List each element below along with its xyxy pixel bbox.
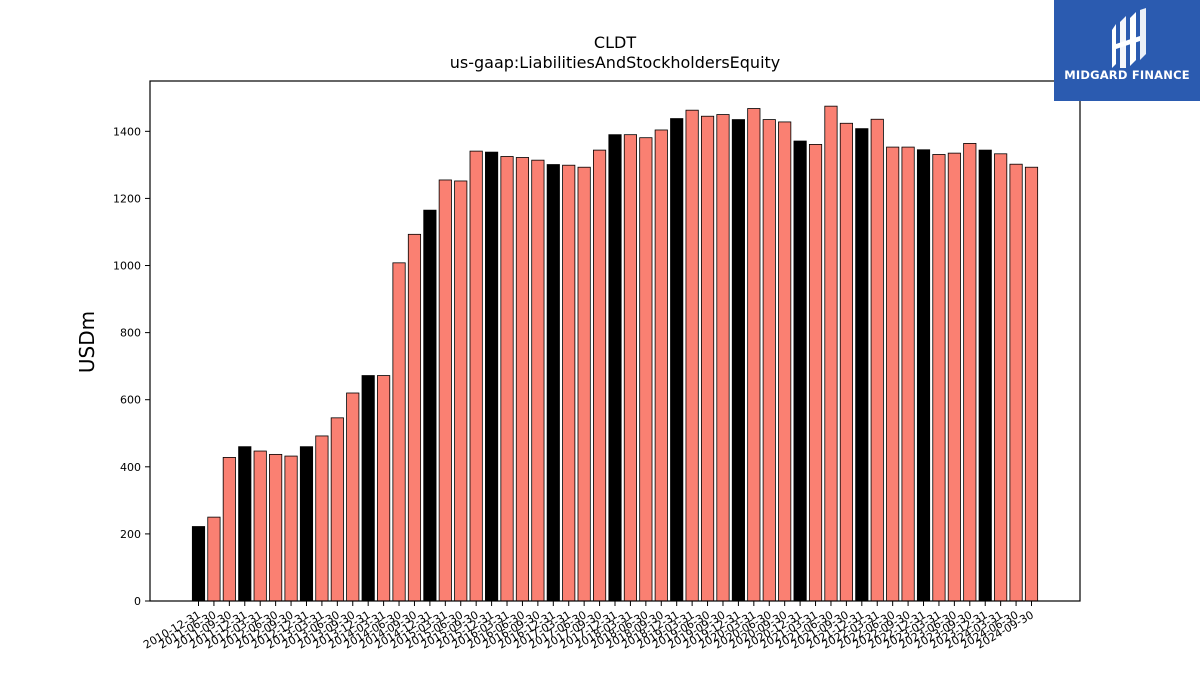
bar-2014-09-30 xyxy=(407,233,422,602)
bar-2023-06-30 xyxy=(947,152,961,602)
bar-2012-09-30 xyxy=(284,455,298,602)
bar-2018-12-31 xyxy=(670,118,684,602)
bar-2017-12-31 xyxy=(608,134,622,602)
bar-2023-12-31 xyxy=(978,149,992,602)
bar-2023-03-31 xyxy=(932,154,946,602)
bar-2019-03-31 xyxy=(685,109,699,602)
y-tick-label: 200 xyxy=(120,528,141,541)
bar-2024-09-30 xyxy=(1024,166,1039,602)
bar-2012-03-31 xyxy=(253,450,267,602)
y-tick-label: 1400 xyxy=(113,125,141,138)
bar-2014-12-31 xyxy=(423,209,437,602)
bar-2012-12-31 xyxy=(299,446,314,602)
bar-2015-06-30 xyxy=(454,180,468,602)
bar-2017-06-30 xyxy=(577,166,591,602)
bar-2015-03-31 xyxy=(438,179,452,602)
bar-2013-06-30 xyxy=(330,417,344,602)
bar-2018-09-30 xyxy=(654,129,668,602)
y-tick-label: 0 xyxy=(134,595,141,608)
bar-2020-12-31 xyxy=(793,140,807,602)
y-tick-label: 1200 xyxy=(113,192,141,205)
logo-text: MIDGARD FINANCE xyxy=(1064,68,1190,82)
bar-2016-12-31 xyxy=(546,164,560,602)
bar-2020-03-31 xyxy=(747,108,761,602)
bar-2022-03-31 xyxy=(870,118,884,602)
bar-2022-12-31 xyxy=(916,149,931,602)
bar-2015-12-31 xyxy=(485,151,499,602)
bar-2014-06-30 xyxy=(392,262,406,602)
y-tick-label: 400 xyxy=(120,461,141,474)
bar-2021-06-30 xyxy=(824,105,838,602)
midgard-logo-icon xyxy=(1112,8,1146,68)
bar-2021-03-31 xyxy=(808,144,823,602)
bar-2016-06-30 xyxy=(515,157,530,602)
bar-2024-03-31 xyxy=(994,153,1008,602)
bars-group xyxy=(191,105,1039,602)
bar-2020-09-30 xyxy=(778,121,792,602)
bar-2013-12-31 xyxy=(361,375,375,602)
bar-2018-06-30 xyxy=(639,137,653,602)
bar-2018-03-31 xyxy=(623,134,638,602)
bar-2011-12-31 xyxy=(238,446,252,602)
bar-2016-09-30 xyxy=(531,159,545,602)
bar-2013-03-31 xyxy=(315,435,329,602)
bar-2011-06-30 xyxy=(207,516,221,602)
bar-2010-12-31 xyxy=(191,526,206,602)
chart-title: CLDT xyxy=(594,33,636,52)
y-ticks-group: 0 200 400 600 800 1000 1200 1400 xyxy=(113,125,150,608)
y-tick-label: 600 xyxy=(120,394,141,407)
chart-subtitle: us-gaap:LiabilitiesAndStockholdersEquity xyxy=(450,53,781,72)
bar-2023-09-30 xyxy=(963,142,977,602)
x-ticks-group: 2010-12-312011-06-302011-09-302011-12-31… xyxy=(141,601,1036,652)
bar-2011-09-30 xyxy=(222,457,236,602)
bar-2021-12-31 xyxy=(855,128,869,602)
y-axis-label: USDm xyxy=(75,311,99,373)
plot-frame xyxy=(149,80,1081,602)
midgard-logo: MIDGARD FINANCE xyxy=(1054,0,1200,101)
bar-2022-06-30 xyxy=(886,146,900,602)
y-tick-label: 800 xyxy=(120,327,141,340)
bar-2021-09-30 xyxy=(839,122,853,602)
bar-2019-06-30 xyxy=(700,115,715,602)
bar-2016-03-31 xyxy=(500,156,514,602)
bar-2017-09-30 xyxy=(593,149,607,602)
bar-2013-09-30 xyxy=(346,392,360,602)
bar-2019-09-30 xyxy=(716,114,730,602)
bar-2014-03-31 xyxy=(377,375,391,602)
bar-2024-06-30 xyxy=(1009,163,1023,602)
bar-2020-06-30 xyxy=(762,119,776,602)
bar-2022-09-30 xyxy=(901,146,915,602)
y-tick-label: 1000 xyxy=(113,260,141,273)
bar-2015-09-30 xyxy=(469,150,483,602)
bar-2017-03-31 xyxy=(562,164,576,602)
bar-2019-12-31 xyxy=(731,119,745,602)
bar-2012-06-30 xyxy=(269,453,283,602)
